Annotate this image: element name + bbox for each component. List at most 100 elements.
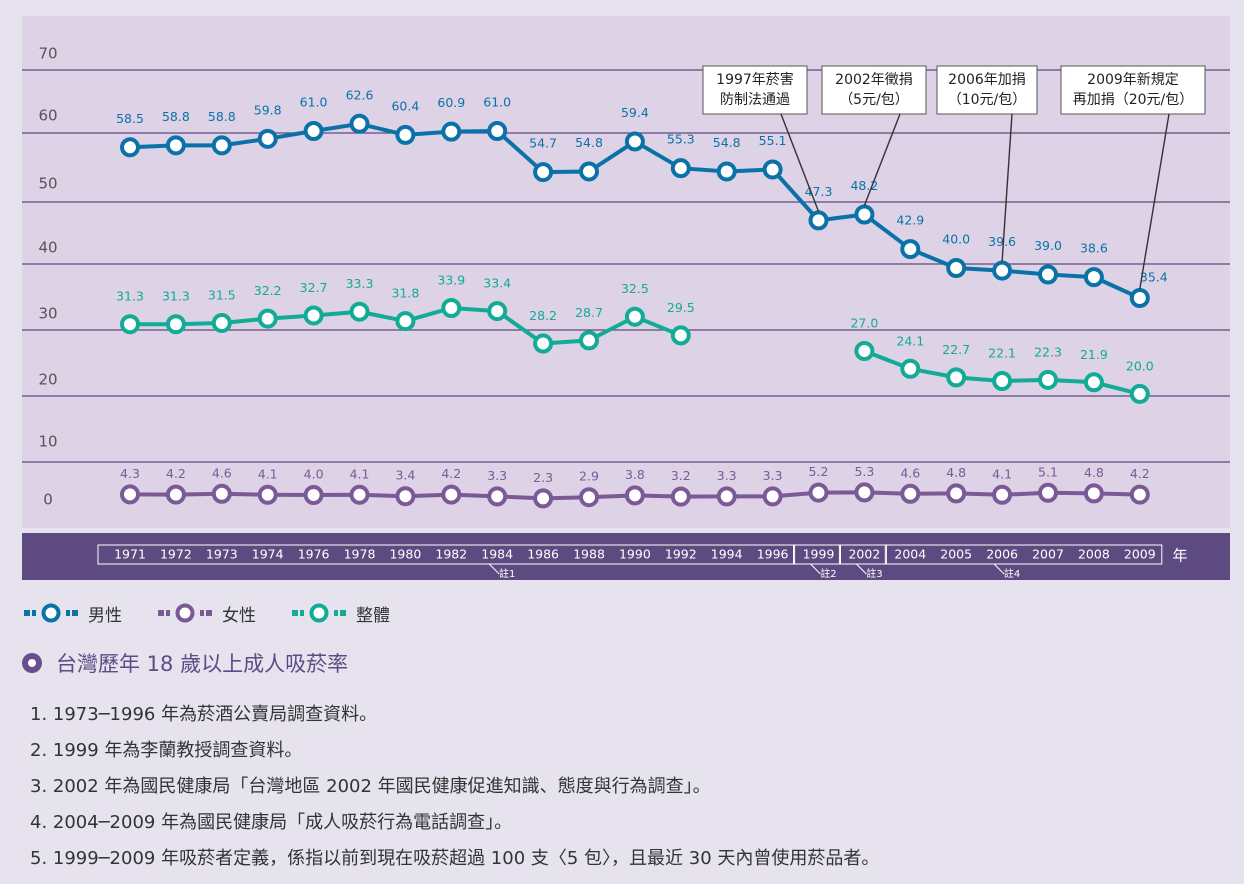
annotation-text: 2006年加捐	[948, 72, 1026, 88]
series-point	[1129, 288, 1150, 308]
data-label: 60.4	[391, 98, 419, 113]
data-label: 2.3	[533, 470, 553, 485]
series-point	[441, 121, 462, 142]
series-point	[349, 301, 370, 322]
x-tick-label: 2004	[894, 547, 926, 562]
data-label: 33.3	[346, 276, 374, 291]
chart-svg: 70 60 50 40 30 20 10 0 1971 1972 1973 1974 1976 1978 1…	[22, 16, 1230, 580]
data-label: 3.3	[487, 468, 507, 483]
series-point	[900, 483, 921, 504]
caption-title: 台灣歷年 18 歲以上成人吸菸率	[56, 652, 349, 676]
x-group-box-2	[838, 544, 887, 565]
series-point	[946, 483, 967, 504]
x-tick-label: 1974	[252, 547, 284, 562]
annotation-box	[821, 65, 927, 115]
series-point	[441, 484, 462, 505]
data-label: 42.9	[896, 213, 924, 228]
series-point	[1038, 369, 1058, 390]
annotation-text: 防制法通過	[720, 92, 790, 108]
series-point	[303, 485, 324, 505]
footnote-2: 2. 1999 年為李蘭教授調查資料。	[30, 740, 303, 761]
x-tick-label: 2009	[1124, 547, 1156, 562]
note-marker-label: 註1	[499, 568, 515, 580]
data-label: 38.6	[1080, 241, 1108, 256]
y-tick-label: 60	[38, 107, 57, 125]
data-label: 33.9	[437, 273, 465, 288]
x-tick-label: 1999	[803, 547, 835, 562]
note-marker-label: 註3	[866, 568, 882, 580]
data-label: 4.6	[212, 465, 232, 480]
data-label: 55.1	[759, 133, 787, 148]
data-label: 32.7	[300, 280, 328, 295]
series-point	[395, 311, 416, 332]
annotation-text: 2002年徵捐	[835, 72, 913, 88]
data-label: 29.5	[667, 300, 695, 315]
legend-male-marker-icon	[24, 603, 78, 623]
footnote-1: 1. 1973─1996 年為菸酒公賣局調查資料。	[30, 704, 378, 725]
series-point	[349, 484, 370, 505]
x-tick-label: 1988	[573, 547, 605, 562]
series-point	[670, 486, 691, 507]
series-point	[533, 162, 554, 183]
note-marker-line	[993, 563, 1005, 575]
data-label: 3.8	[625, 467, 645, 482]
series-point	[854, 482, 875, 503]
data-label: 58.8	[162, 109, 190, 124]
data-label: 55.3	[667, 132, 695, 147]
data-label: 24.1	[896, 333, 924, 348]
data-label: 31.3	[162, 289, 190, 304]
series-point	[762, 486, 783, 507]
footnote-3: 3. 2002 年為國民健康局「台灣地區 2002 年國民健康促進知識、態度與行…	[30, 776, 711, 797]
annotation-text: （5元/包）	[839, 92, 909, 108]
series-point	[1038, 264, 1058, 285]
data-label: 61.0	[483, 95, 511, 110]
series-point	[487, 301, 508, 322]
legend-item-male: 男性	[22, 601, 122, 626]
data-label: 2.9	[579, 469, 599, 484]
series-point	[165, 484, 186, 505]
annotation-text: 再加捐（20元/包）	[1073, 92, 1194, 108]
x-tick-label: 1984	[481, 547, 513, 562]
legend-female-marker-icon	[158, 603, 212, 623]
data-label: 58.5	[116, 111, 144, 126]
legend-item-overall: 整體	[290, 601, 390, 626]
data-label: 32.2	[254, 283, 282, 298]
series-point	[900, 239, 921, 260]
x-group-box-1	[793, 544, 841, 565]
series-point	[1083, 483, 1104, 504]
data-label: 5.1	[1038, 464, 1058, 479]
data-label: 4.1	[258, 466, 278, 481]
note-marker-line	[810, 563, 821, 575]
series-point	[579, 487, 599, 508]
series-point	[1083, 267, 1104, 288]
data-label: 4.1	[992, 466, 1012, 481]
series-point	[579, 330, 599, 351]
data-label: 4.0	[304, 467, 324, 482]
x-group-box-0	[97, 544, 796, 565]
data-label: 54.8	[575, 135, 603, 150]
series-point	[120, 484, 140, 505]
data-label: 3.3	[717, 468, 737, 483]
data-label: 27.0	[850, 316, 878, 331]
x-tick-label: 2008	[1078, 547, 1110, 562]
series-point	[257, 308, 278, 329]
series-point	[1038, 482, 1058, 503]
series-point	[441, 298, 462, 318]
annotation-pointer	[780, 113, 820, 212]
series-point	[946, 367, 967, 388]
legend-label-overall: 整體	[356, 605, 390, 626]
x-axis-band	[22, 533, 1230, 580]
series-point	[211, 135, 232, 156]
data-label: 20.0	[1126, 358, 1154, 373]
series-point	[670, 158, 691, 179]
series-point	[900, 358, 921, 379]
data-label: 22.1	[988, 346, 1016, 361]
note-marker-line	[856, 563, 867, 575]
data-label: 3.3	[763, 468, 783, 483]
x-tick-label: 1982	[435, 547, 467, 562]
series-point	[211, 312, 232, 333]
series-point	[992, 371, 1013, 392]
data-label: 40.0	[942, 231, 970, 246]
data-label: 5.3	[854, 464, 874, 479]
legend-item-female: 女性	[156, 601, 256, 626]
